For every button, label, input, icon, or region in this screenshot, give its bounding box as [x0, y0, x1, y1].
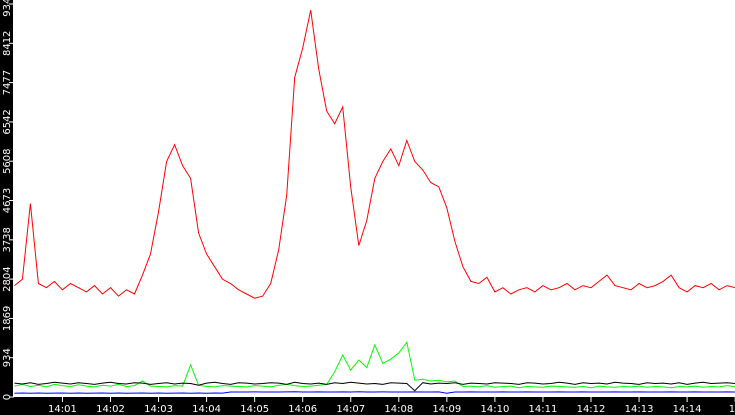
x-tick-label: 14:06 — [288, 404, 317, 415]
y-tick-label: 2804 — [2, 266, 13, 291]
x-tick-label: 14:05 — [240, 404, 269, 415]
y-tick-label: 934 — [2, 348, 13, 367]
series-line-3 — [14, 391, 735, 394]
x-tick-label: 14:10 — [480, 404, 509, 415]
x-tick-label: 14:02 — [96, 404, 125, 415]
y-tick-label: 4673 — [2, 188, 13, 213]
x-tick-label: 14:13 — [625, 404, 654, 415]
x-tick-label: 14:12 — [577, 404, 606, 415]
y-tick-label: 0 — [2, 394, 13, 400]
y-tick-label: 5608 — [2, 148, 13, 173]
x-tick-label: 14:08 — [384, 404, 413, 415]
x-tick-label: 14:04 — [192, 404, 221, 415]
series-line-0 — [14, 10, 735, 299]
x-tick-label: 14:01 — [48, 404, 77, 415]
series-line-2 — [14, 341, 735, 389]
plot-background — [13, 0, 735, 397]
y-axis: 0 934 1869 2804 3738 4673 5608 6542 7477 8412 9347 — [2, 0, 14, 400]
x-tick-label: 14 — [729, 404, 735, 415]
y-tick-label: 9347 — [2, 0, 13, 17]
x-tick-label: 14:11 — [529, 404, 558, 415]
x-tick-label: 14:07 — [336, 404, 365, 415]
x-tick-label: 14:09 — [432, 404, 461, 415]
series-line-1 — [14, 381, 735, 392]
y-tick-label: 1869 — [2, 306, 13, 331]
y-tick-label: 6542 — [2, 109, 13, 134]
y-tick-label: 3738 — [2, 227, 13, 252]
x-tick-label: 14:14 — [673, 404, 702, 415]
y-tick-label: 8412 — [2, 31, 13, 56]
x-tick-label: 14:03 — [144, 404, 173, 415]
series-group — [14, 10, 735, 394]
y-tick-label: 7477 — [2, 70, 13, 95]
x-axis: 14:01 14:02 14:03 14:04 14:05 14:06 14:07 14:08… — [48, 397, 735, 415]
